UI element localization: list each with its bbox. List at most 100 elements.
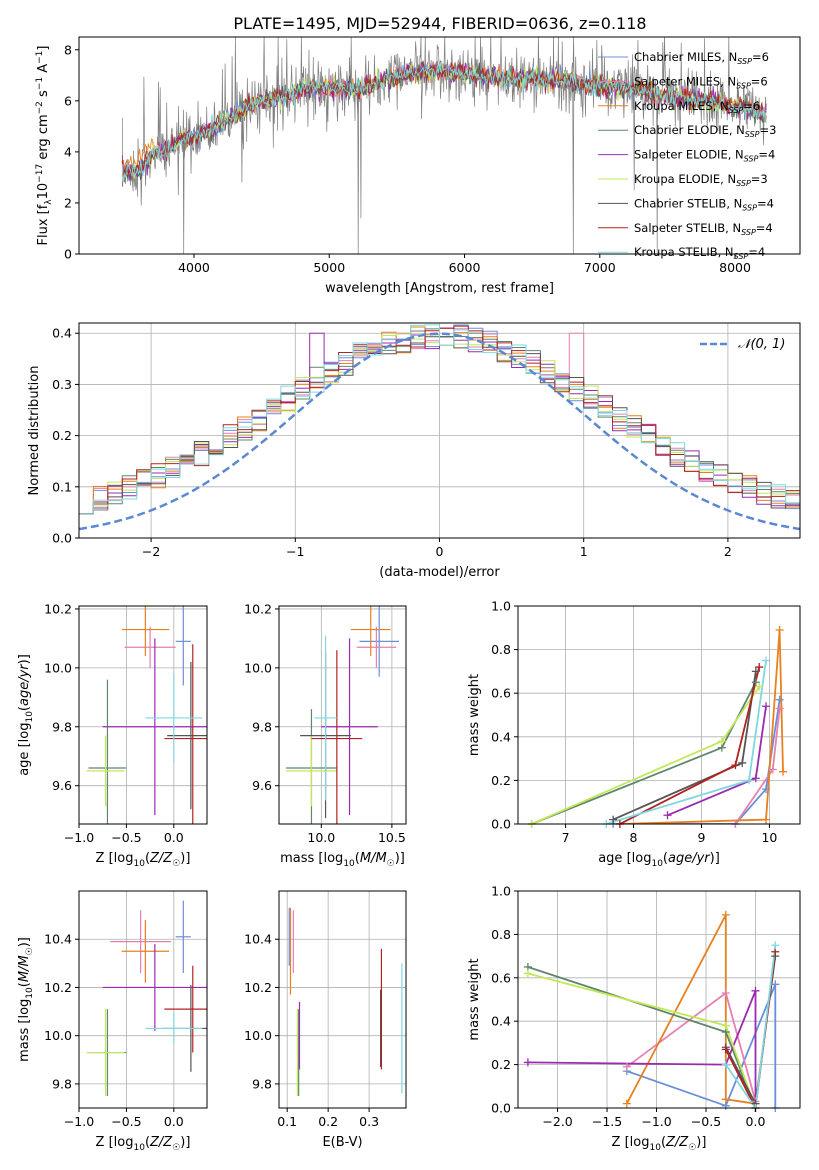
marker-chabrier_miles	[762, 785, 771, 794]
x-tick-label: 5000	[313, 260, 345, 275]
mass_weight_vs_Z-axes: −2.0 −1.5 −1.0 −0.5 0.0 0.0 0.2 0.4 0.6 0.8 1.0 Z […	[467, 884, 801, 1153]
mass_weight_vs_age-plot-area	[518, 606, 800, 824]
y-tick-label: 9.6	[252, 778, 272, 793]
y-tick-label: 0.4	[491, 729, 511, 744]
y-tick-label: 6	[64, 93, 72, 108]
y-axis-label: Normed distribution	[27, 366, 42, 496]
x-axis-label: mass [log10(M/M☉)]	[280, 851, 405, 869]
y-tick-label: 0.8	[491, 927, 511, 942]
marker-chabrier_stelib	[738, 758, 747, 767]
x-axis-label: Z [log10(Z/Z☉)]	[96, 1135, 191, 1153]
age_vs_mass-plot-area	[279, 606, 406, 824]
marker-salpeter_elodie	[523, 1058, 532, 1067]
y-tick-label: 9.8	[52, 1076, 72, 1091]
x-tick-label: −0.5	[691, 1114, 721, 1129]
age_vs_Z-marks	[86, 606, 207, 824]
y-tick-label: 0.2	[52, 428, 72, 443]
y-tick-label: 0.8	[491, 642, 511, 657]
y-tick-label: 10.0	[44, 660, 72, 675]
x-tick-label: 8000	[719, 260, 751, 275]
marker-chabrier_miles	[775, 695, 784, 704]
x-tick-label: 8	[630, 830, 638, 845]
y-tick-label: 0.0	[491, 817, 511, 832]
mass_vs_Z-plot-area	[79, 891, 207, 1108]
legend-entry-salpeter_elodie: Salpeter ELODIE, NSSP=4	[634, 148, 775, 164]
x-axis-label: E(B-V)	[322, 1135, 362, 1150]
y-axis-label: age [log10(age/yr)]	[17, 654, 35, 776]
mass_vs_ebv-frame	[278, 890, 407, 1109]
spectrum-marks	[121, 37, 767, 254]
mass-weight-line-kroupa_miles	[619, 629, 784, 824]
y-axis-label: mass [log10(M/M☉)]	[17, 937, 35, 1062]
x-tick-label: −1.0	[641, 1114, 671, 1129]
y-tick-label: 0.2	[491, 1057, 511, 1072]
marker-kroupa_miles	[762, 815, 771, 824]
marker-kroupa_stelib	[771, 941, 780, 950]
mass_vs_Z-frame	[78, 890, 208, 1109]
y-tick-label: 10.4	[44, 932, 72, 947]
age_vs_mass-marks	[286, 606, 399, 824]
marker-kroupa_miles	[721, 1095, 730, 1104]
marker-chabrier_stelib	[751, 667, 760, 676]
marker-kroupa_miles	[622, 1099, 631, 1108]
spectrum-legend: Chabrier MILES, NSSP=6 Salpeter MILES, NS…	[598, 50, 776, 261]
marker-kroupa_stelib	[721, 1060, 730, 1069]
marker-kroupa_elodie	[721, 1021, 730, 1030]
x-tick-label: −0.5	[111, 830, 141, 845]
mass-weight-line-kroupa_miles	[626, 914, 756, 1105]
marker-salpeter_elodie	[751, 986, 760, 995]
age_vs_Z-plot-area	[79, 606, 207, 824]
y-tick-label: 9.6	[52, 778, 72, 793]
legend-entry-salpeter_miles: Salpeter MILES, NSSP=6	[634, 74, 768, 90]
y-tick-label: 9.8	[252, 1076, 272, 1091]
marker-chabrier_stelib	[609, 815, 618, 824]
residuals-axes: −2 −1 0 1 2 0.0 0.1 0.2 0.3 0.4 (data-model)/error…	[27, 322, 801, 580]
marker-kroupa_stelib	[762, 656, 771, 665]
y-axis-label: mass weight	[467, 958, 482, 1040]
marker-kroupa_miles	[779, 767, 788, 776]
y-tick-label: 10.2	[244, 601, 272, 616]
marker-chabrier_elodie	[751, 678, 760, 687]
y-tick-label: 0.4	[491, 1014, 511, 1029]
x-tick-label: 1	[580, 544, 588, 559]
spectrum-axes: 4000 5000 6000 7000 8000 0 2 4 6 8 wavelength [Ang…	[35, 36, 801, 296]
y-tick-label: 1.0	[491, 884, 511, 899]
x-tick-label: 6000	[449, 260, 481, 275]
x-tick-label: −1	[286, 544, 304, 559]
mass_weight_vs_Z-frame	[517, 890, 801, 1109]
y-tick-label: 8	[64, 42, 72, 57]
marker-kroupa_stelib	[745, 776, 754, 785]
y-tick-label: 1.0	[491, 599, 511, 614]
y-tick-label: 0.4	[52, 326, 72, 341]
y-tick-label: 0.0	[52, 531, 72, 546]
marker-salpeter_stelib	[755, 663, 764, 672]
marker-salpeter_stelib	[731, 761, 740, 770]
mass-weight-line-chabrier_miles	[613, 699, 781, 824]
age_vs_mass-frame	[278, 605, 407, 825]
y-axis-label: Flux [fλ10−17 erg cm−2 s−1 A−1]	[35, 46, 54, 246]
x-axis-label: wavelength [Angstrom, rest frame]	[325, 281, 554, 296]
legend-entry-normal: 𝒩(0, 1)	[738, 337, 785, 352]
x-tick-label: 0.2	[318, 1114, 338, 1129]
x-tick-label: 9	[697, 830, 705, 845]
y-tick-label: 0	[64, 247, 72, 262]
mass_vs_ebv-marks	[288, 907, 403, 1096]
x-tick-label: 4000	[178, 260, 210, 275]
x-tick-label: −1.5	[592, 1114, 622, 1129]
legend-entry-kroupa_stelib: Kroupa STELIB, NSSP=4	[634, 245, 765, 261]
model-spectrum-salpeter_stelib	[121, 61, 767, 180]
model-spectrum-chabrier_stelib	[121, 60, 767, 187]
mass_vs_Z-axes: −1.0 −0.5 0.0 9.8 10.0 10.2 10.4 Z [log10(Z/Z☉)…	[17, 890, 208, 1153]
mass_vs_Z-marks	[86, 900, 207, 1096]
y-tick-label: 0.3	[52, 377, 72, 392]
x-tick-label: 0	[436, 544, 444, 559]
x-tick-label: −2.0	[542, 1114, 572, 1129]
mass-weight-line-chabrier_miles	[626, 983, 777, 1108]
marker-salpeter_miles	[622, 1062, 631, 1071]
legend-entry-kroupa_miles: Kroupa MILES, NSSP=6	[634, 99, 760, 115]
legend-entry-chabrier_stelib: Chabrier STELIB, NSSP=4	[634, 196, 774, 212]
marker-kroupa_elodie	[755, 682, 764, 691]
x-tick-label: 0.1	[277, 1114, 297, 1129]
y-tick-label: 0.6	[491, 686, 511, 701]
